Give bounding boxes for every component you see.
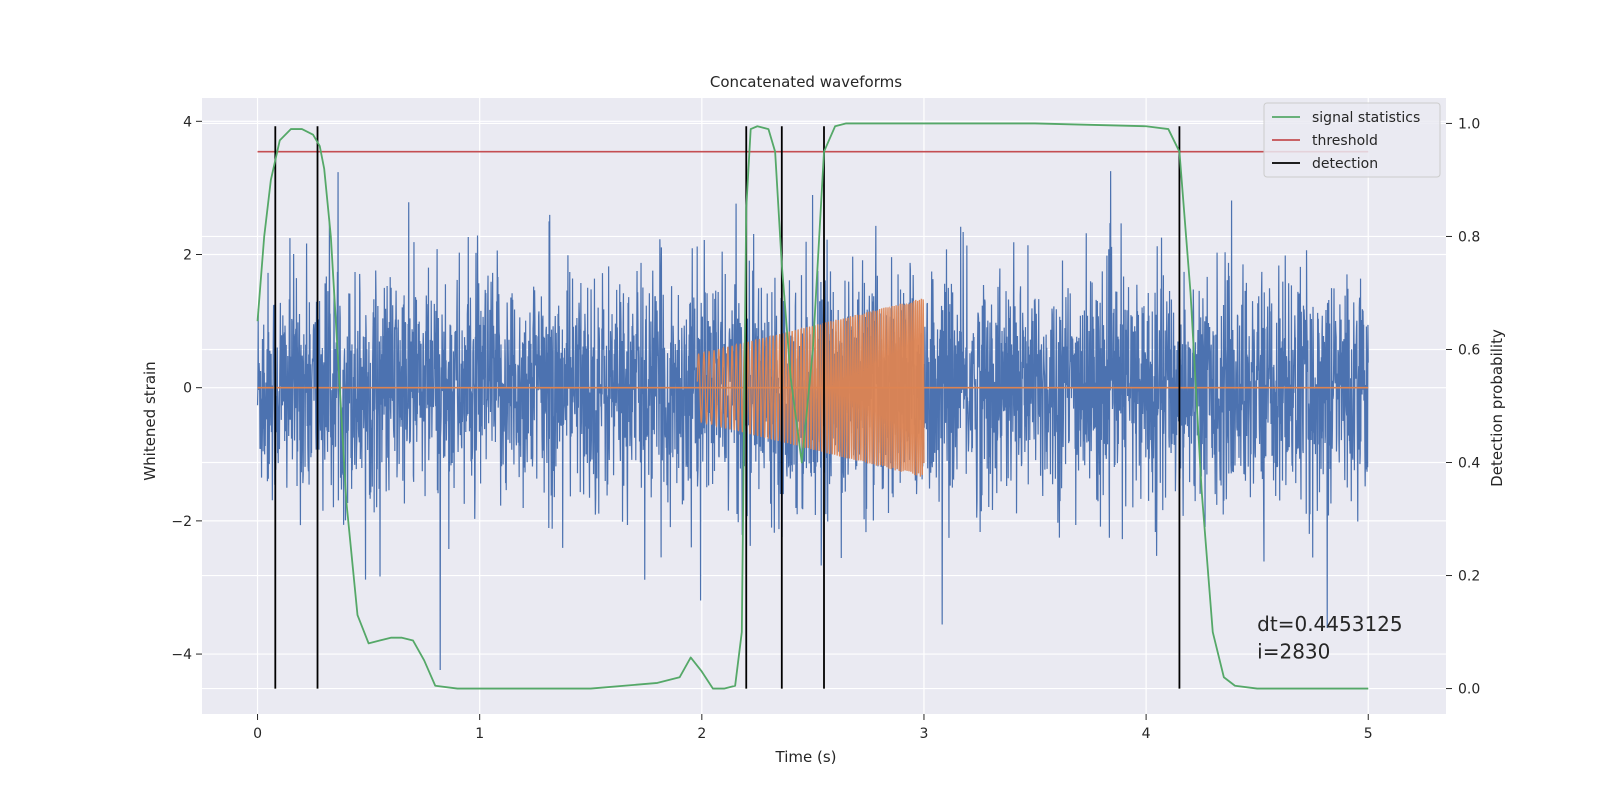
y-right-tick-label: 0.6 <box>1458 342 1480 358</box>
y-tick-label: 4 <box>183 114 192 130</box>
x-tick-label: 4 <box>1142 726 1151 742</box>
x-axis-label: Time (s) <box>775 748 837 766</box>
chirp-series-line <box>696 298 925 477</box>
y-tick-label: 0 <box>183 381 192 397</box>
signal-statistics-line <box>256 122 1369 690</box>
legend: signal statistics threshold detection <box>1263 102 1441 178</box>
annotations: dt=0.4453125 i=2830 <box>1257 612 1402 664</box>
legend-label: threshold <box>1312 133 1378 149</box>
y-tick-label: −2 <box>171 514 192 530</box>
y-right-tick-label: 0.4 <box>1458 456 1480 472</box>
ticks: 0 1 2 3 4 5 −4 −2 0 2 4 0.0 0.2 0.4 0.6 0.8 1.0 <box>171 114 1480 742</box>
annotation-text: i=2830 <box>1257 640 1330 664</box>
x-tick-label: 3 <box>920 726 929 742</box>
y-axis-label: Whitened strain <box>141 361 159 480</box>
y-right-tick-label: 1.0 <box>1458 116 1480 132</box>
chart-title: Concatenated waveforms <box>710 73 902 91</box>
x-tick-label: 5 <box>1364 726 1373 742</box>
x-tick-label: 0 <box>253 726 262 742</box>
y-right-tick-label: 0.8 <box>1458 229 1480 245</box>
y-tick-label: 2 <box>183 247 192 263</box>
y-right-tick-label: 0.0 <box>1458 682 1480 698</box>
legend-label: detection <box>1312 156 1378 172</box>
y-tick-label: −4 <box>171 647 192 663</box>
x-tick-label: 1 <box>475 726 484 742</box>
legend-label: signal statistics <box>1312 110 1420 126</box>
legend-box <box>1263 102 1441 178</box>
data-layer <box>256 122 1369 690</box>
x-tick-label: 2 <box>697 726 706 742</box>
annotation-text: dt=0.4453125 <box>1257 612 1402 636</box>
y-right-tick-label: 0.2 <box>1458 569 1480 585</box>
y-axis-right-label: Detection probability <box>1488 329 1506 487</box>
